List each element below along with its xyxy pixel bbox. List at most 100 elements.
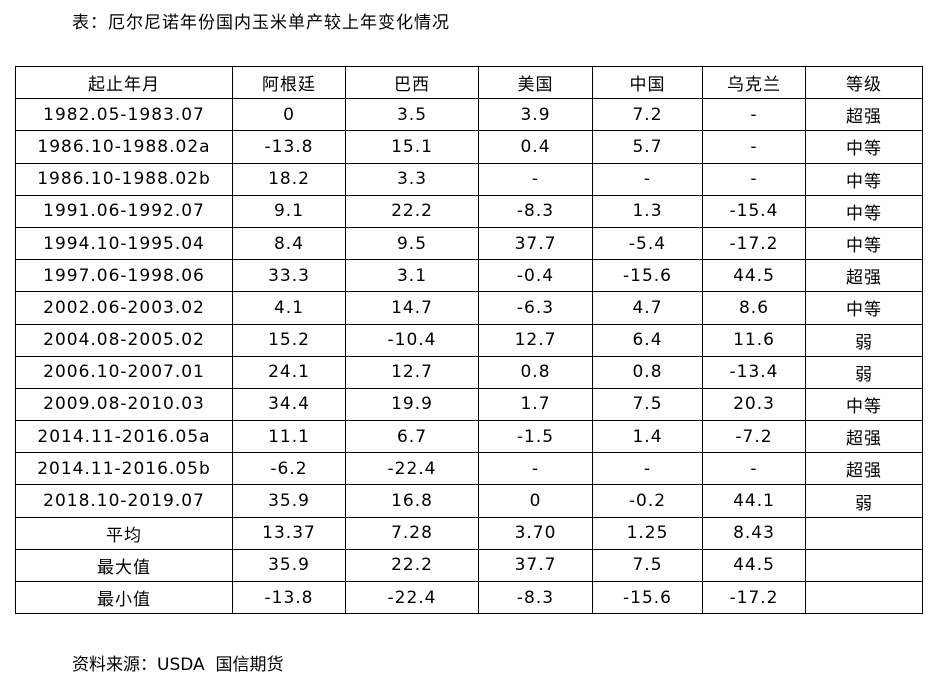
cell: 3.70 bbox=[478, 516, 593, 550]
cell: 3.9 bbox=[478, 98, 593, 132]
cell: 6.7 bbox=[345, 420, 479, 454]
cell: 8.4 bbox=[232, 226, 346, 261]
table-row: 最大值 35.9 22.2 37.7 7.5 44.5 bbox=[15, 548, 923, 583]
cell: 中等 bbox=[805, 162, 923, 196]
table-row: 2006.10-2007.01 24.1 12.7 0.8 0.8 -13.4 弱 bbox=[15, 355, 923, 389]
cell: 8.43 bbox=[702, 516, 806, 550]
cell: 2014.11-2016.05b bbox=[15, 452, 233, 486]
cell: -13.8 bbox=[232, 580, 346, 615]
cell: 4.7 bbox=[592, 291, 703, 325]
header-row: 起止年月 阿根廷 巴西 美国 中国 乌克兰 等级 bbox=[15, 65, 923, 100]
cell: 最大值 bbox=[15, 548, 233, 583]
table-row: 平均 13.37 7.28 3.70 1.25 8.43 bbox=[15, 516, 923, 550]
table-row: 2002.06-2003.02 4.1 14.7 -6.3 4.7 8.6 中等 bbox=[15, 291, 923, 325]
cell: - bbox=[702, 452, 806, 486]
table-row: 2014.11-2016.05b -6.2 -22.4- - - 超强 bbox=[15, 452, 923, 486]
cell: 3.5 bbox=[345, 98, 479, 132]
cell: 最小值 bbox=[15, 580, 233, 615]
cell: 15.2 bbox=[232, 323, 346, 357]
cell: 中等 bbox=[805, 387, 923, 422]
cell: 4.1 bbox=[232, 291, 346, 325]
cell: 2018.10-2019.07 bbox=[15, 484, 233, 518]
cell: 20.3 bbox=[702, 387, 806, 422]
cell: 2004.08-2005.02 bbox=[15, 323, 233, 357]
cell: - bbox=[478, 452, 593, 486]
table-row: 1986.10-1988.02b 18.2 3.3- - - 中等 bbox=[15, 162, 923, 196]
table-row: 1982.05-1983.07 0 3.5 3.9 7.2- 超强 bbox=[15, 98, 923, 132]
cell: 1982.05-1983.07 bbox=[15, 98, 233, 132]
cell: 8.6 bbox=[702, 291, 806, 325]
cell: -6.3 bbox=[478, 291, 593, 325]
cell: 37.7 bbox=[478, 548, 593, 583]
cell: 7.5 bbox=[592, 548, 703, 583]
cell: -17.2 bbox=[702, 226, 806, 261]
cell: -15.4 bbox=[702, 194, 806, 228]
cell: 22.2 bbox=[345, 194, 479, 228]
cell: 0 bbox=[232, 98, 346, 132]
cell: 2006.10-2007.01 bbox=[15, 355, 233, 389]
cell: 1.25 bbox=[592, 516, 703, 550]
empty-cell bbox=[805, 580, 923, 615]
table-row: 2018.10-2019.07 35.9 16.8 0 -0.2 44.1 弱 bbox=[15, 484, 923, 518]
cell: 起止年月 bbox=[15, 65, 233, 100]
cell: -15.6 bbox=[592, 580, 703, 615]
cell: 1.7 bbox=[478, 387, 593, 422]
cell: 1986.10-1988.02b bbox=[15, 162, 233, 196]
cell: 超强 bbox=[805, 98, 923, 132]
cell: 0.8 bbox=[478, 355, 593, 389]
cell: 35.9 bbox=[232, 548, 346, 583]
cell: -7.2 bbox=[702, 420, 806, 454]
table: 起止年月 阿根廷 巴西 美国 中国 乌克兰 等级 1982.05-1983.07 0 3.5 3.9… bbox=[15, 65, 923, 615]
cell: 14.7 bbox=[345, 291, 479, 325]
cell: 2002.06-2003.02 bbox=[15, 291, 233, 325]
cell: 2009.08-2010.03 bbox=[15, 387, 233, 422]
title: 表：厄尔尼诺年份国内玉米单产较上年变化情况 bbox=[72, 13, 450, 33]
table-row: 2014.11-2016.05a 11.1 6.7 -1.5 1.4 -7.2 超强 bbox=[15, 420, 923, 454]
cell: 1986.10-1988.02a bbox=[15, 130, 233, 164]
cell: 3.3 bbox=[345, 162, 479, 196]
cell: 11.1 bbox=[232, 420, 346, 454]
table-row: 最小值 -13.8 -22.4 -8.3 -15.6 -17.2 bbox=[15, 580, 923, 615]
cell: -5.4 bbox=[592, 226, 703, 261]
cell: 33.3 bbox=[232, 259, 346, 293]
cell: 1.4 bbox=[592, 420, 703, 454]
cell: 5.7 bbox=[592, 130, 703, 164]
cell: 中等 bbox=[805, 226, 923, 261]
cell: 7.5 bbox=[592, 387, 703, 422]
empty-cell bbox=[805, 548, 923, 583]
cell: 35.9 bbox=[232, 484, 346, 518]
cell: 7.28 bbox=[345, 516, 479, 550]
cell: 弱 bbox=[805, 355, 923, 389]
cell: 弱 bbox=[805, 323, 923, 357]
cell: 平均 bbox=[15, 516, 233, 550]
cell: 0.4 bbox=[478, 130, 593, 164]
cell: -13.4 bbox=[702, 355, 806, 389]
cell: 37.7 bbox=[478, 226, 593, 261]
cell: 3.1 bbox=[345, 259, 479, 293]
cell: 乌克兰 bbox=[702, 65, 806, 100]
cell: 1991.06-1992.07 bbox=[15, 194, 233, 228]
cell: -13.8 bbox=[232, 130, 346, 164]
cell: - bbox=[702, 98, 806, 132]
cell: 9.1 bbox=[232, 194, 346, 228]
cell: - bbox=[702, 130, 806, 164]
cell: 0.8 bbox=[592, 355, 703, 389]
cell: 巴西 bbox=[345, 65, 479, 100]
cell: -6.2 bbox=[232, 452, 346, 486]
cell: 超强 bbox=[805, 452, 923, 486]
cell: 6.4 bbox=[592, 323, 703, 357]
cell: -10.4 bbox=[345, 323, 479, 357]
cell: 24.1 bbox=[232, 355, 346, 389]
cell: 阿根廷 bbox=[232, 65, 346, 100]
table-row: 2004.08-2005.02 15.2 -10.4 12.7 6.4 11.6 弱 bbox=[15, 323, 923, 357]
table-row: 2009.08-2010.03 34.4 19.9 1.7 7.5 20.3 中等 bbox=[15, 387, 923, 422]
cell: -8.3 bbox=[478, 194, 593, 228]
cell: 美国 bbox=[478, 65, 593, 100]
cell: 22.2 bbox=[345, 548, 479, 583]
cell: 44.1 bbox=[702, 484, 806, 518]
cell: -1.5 bbox=[478, 420, 593, 454]
cell: 12.7 bbox=[345, 355, 479, 389]
cell: 等级 bbox=[805, 65, 923, 100]
cell: 9.5 bbox=[345, 226, 479, 261]
